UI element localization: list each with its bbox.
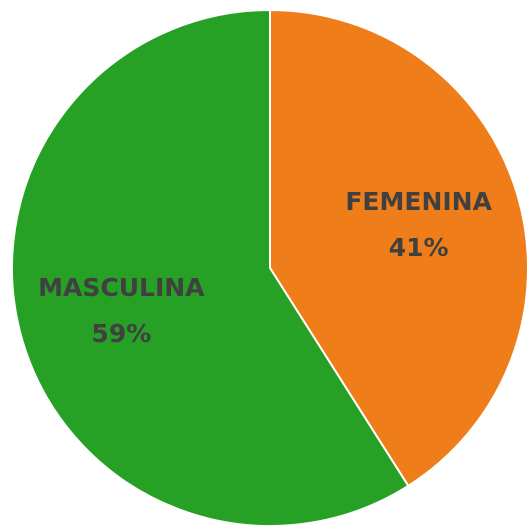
slice-value-label: 59%: [91, 319, 151, 348]
slice-value-label: 41%: [389, 233, 449, 262]
slice-label: FEMENINA: [345, 187, 492, 216]
slice-label: MASCULINA: [38, 273, 205, 302]
pie-slice: [11, 8, 410, 527]
pie-slice: [269, 8, 529, 488]
